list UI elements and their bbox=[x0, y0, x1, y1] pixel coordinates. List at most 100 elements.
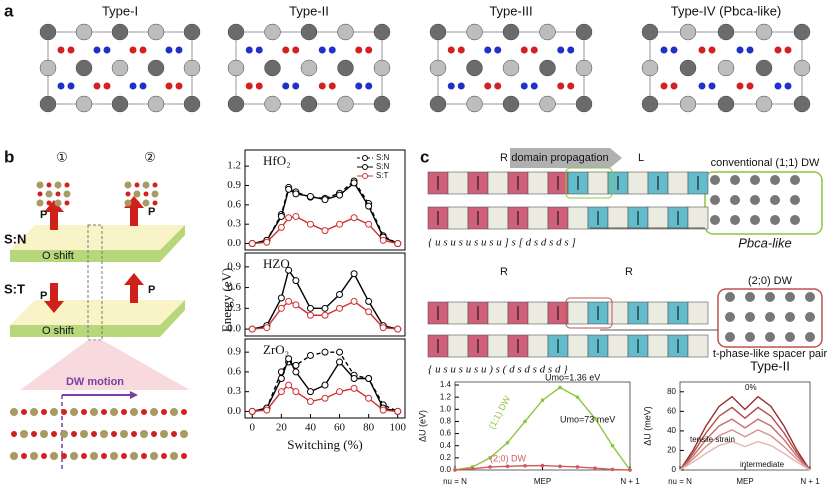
oxygen-atom bbox=[457, 46, 465, 54]
marker bbox=[285, 214, 293, 222]
oxygen-atom bbox=[484, 82, 492, 90]
x-tick-label: 40 bbox=[305, 422, 317, 434]
oxygen-atom bbox=[129, 82, 137, 90]
domain-cell bbox=[487, 206, 509, 230]
marker bbox=[306, 311, 314, 319]
row-label: { u s u s u s u s u ] s [ d s d s d s ] bbox=[428, 237, 576, 249]
p-label: P bbox=[148, 206, 155, 218]
atom bbox=[51, 431, 57, 437]
atom bbox=[725, 312, 735, 322]
marker bbox=[292, 301, 300, 309]
oxygen-atom bbox=[457, 82, 465, 90]
metal-atom bbox=[539, 23, 556, 41]
site-label: ① bbox=[56, 149, 68, 164]
metal-atom bbox=[227, 95, 245, 113]
metal-atom bbox=[793, 59, 811, 77]
metal-atom bbox=[337, 23, 354, 41]
marker bbox=[379, 406, 387, 414]
oxygen-atom bbox=[139, 82, 147, 90]
metal-atom bbox=[147, 23, 165, 41]
x-tick-label: 80 bbox=[363, 422, 375, 434]
atom bbox=[50, 452, 58, 460]
domain-cell bbox=[627, 171, 649, 195]
marker bbox=[575, 465, 580, 469]
atom bbox=[161, 453, 167, 459]
oxygen-atom bbox=[520, 46, 528, 54]
x-axis-title: Switching (%) bbox=[287, 437, 362, 452]
atom bbox=[134, 182, 140, 188]
atom bbox=[31, 431, 37, 437]
marker bbox=[575, 395, 580, 399]
plot-frame bbox=[454, 381, 631, 471]
atom bbox=[745, 332, 755, 342]
metal-atom bbox=[337, 95, 354, 113]
atom bbox=[36, 181, 44, 189]
oxygen-atom bbox=[282, 82, 290, 90]
y-tick-label: 0.0 bbox=[227, 323, 241, 335]
metal-atom bbox=[575, 95, 593, 113]
marker bbox=[365, 202, 373, 210]
atom bbox=[61, 453, 67, 459]
marker bbox=[285, 266, 293, 274]
propagation-label: domain propagation bbox=[511, 152, 608, 164]
atom bbox=[750, 215, 760, 225]
marker bbox=[321, 394, 329, 402]
marker bbox=[394, 325, 402, 333]
domain-cell bbox=[687, 334, 709, 358]
oxygen-atom bbox=[245, 46, 253, 54]
metal-atom bbox=[147, 59, 165, 77]
row-label: { u s u s u s u ) s ( d s d s d s d } bbox=[428, 364, 568, 376]
atom bbox=[151, 431, 157, 437]
p-label: P bbox=[40, 209, 47, 221]
atom bbox=[170, 452, 178, 460]
oxygen-atom bbox=[494, 46, 502, 54]
oxygen-atom bbox=[292, 82, 300, 90]
state-label: S:N bbox=[4, 231, 26, 246]
slab-top bbox=[10, 300, 185, 325]
atom bbox=[41, 409, 47, 415]
metal-atom bbox=[111, 95, 129, 113]
domain-cell bbox=[607, 206, 629, 230]
structure-title: Type-III bbox=[489, 3, 532, 18]
zoom-region bbox=[20, 340, 190, 390]
marker bbox=[248, 240, 256, 248]
oxygen-atom bbox=[784, 82, 792, 90]
atom bbox=[111, 431, 117, 437]
atom bbox=[140, 430, 148, 438]
atom bbox=[133, 190, 141, 198]
oxygen-atom bbox=[567, 46, 575, 54]
marker bbox=[321, 227, 329, 235]
metal-atom bbox=[147, 95, 165, 113]
marker bbox=[593, 416, 597, 421]
marker bbox=[292, 190, 300, 198]
p-label: P bbox=[148, 284, 155, 296]
oxygen-atom bbox=[520, 82, 528, 90]
atom bbox=[64, 182, 70, 188]
atom bbox=[745, 292, 755, 302]
marker bbox=[263, 238, 271, 246]
metal-atom bbox=[679, 23, 697, 41]
marker bbox=[350, 384, 358, 392]
plot-title: HfO₂ bbox=[263, 153, 291, 168]
atom bbox=[36, 199, 44, 207]
y-axis-title: Energy (eV) bbox=[219, 268, 234, 332]
oxygen-atom bbox=[660, 82, 668, 90]
atom bbox=[130, 408, 138, 416]
metal-atom bbox=[183, 59, 201, 77]
atom bbox=[80, 430, 88, 438]
y-tick-label: 0.8 bbox=[440, 417, 452, 426]
oxygen-atom bbox=[784, 46, 792, 54]
oxygen-atom bbox=[165, 46, 173, 54]
series-line bbox=[679, 406, 811, 471]
propagation-arrow bbox=[510, 148, 622, 168]
marker bbox=[292, 368, 300, 376]
marker bbox=[306, 388, 314, 396]
atom bbox=[770, 195, 780, 205]
oxygen-atom bbox=[67, 46, 75, 54]
domain-cell bbox=[647, 206, 669, 230]
marker bbox=[248, 407, 256, 415]
atom bbox=[765, 332, 775, 342]
marker bbox=[336, 291, 344, 298]
oxygen-atom bbox=[318, 46, 326, 54]
domain-cell bbox=[567, 301, 589, 325]
